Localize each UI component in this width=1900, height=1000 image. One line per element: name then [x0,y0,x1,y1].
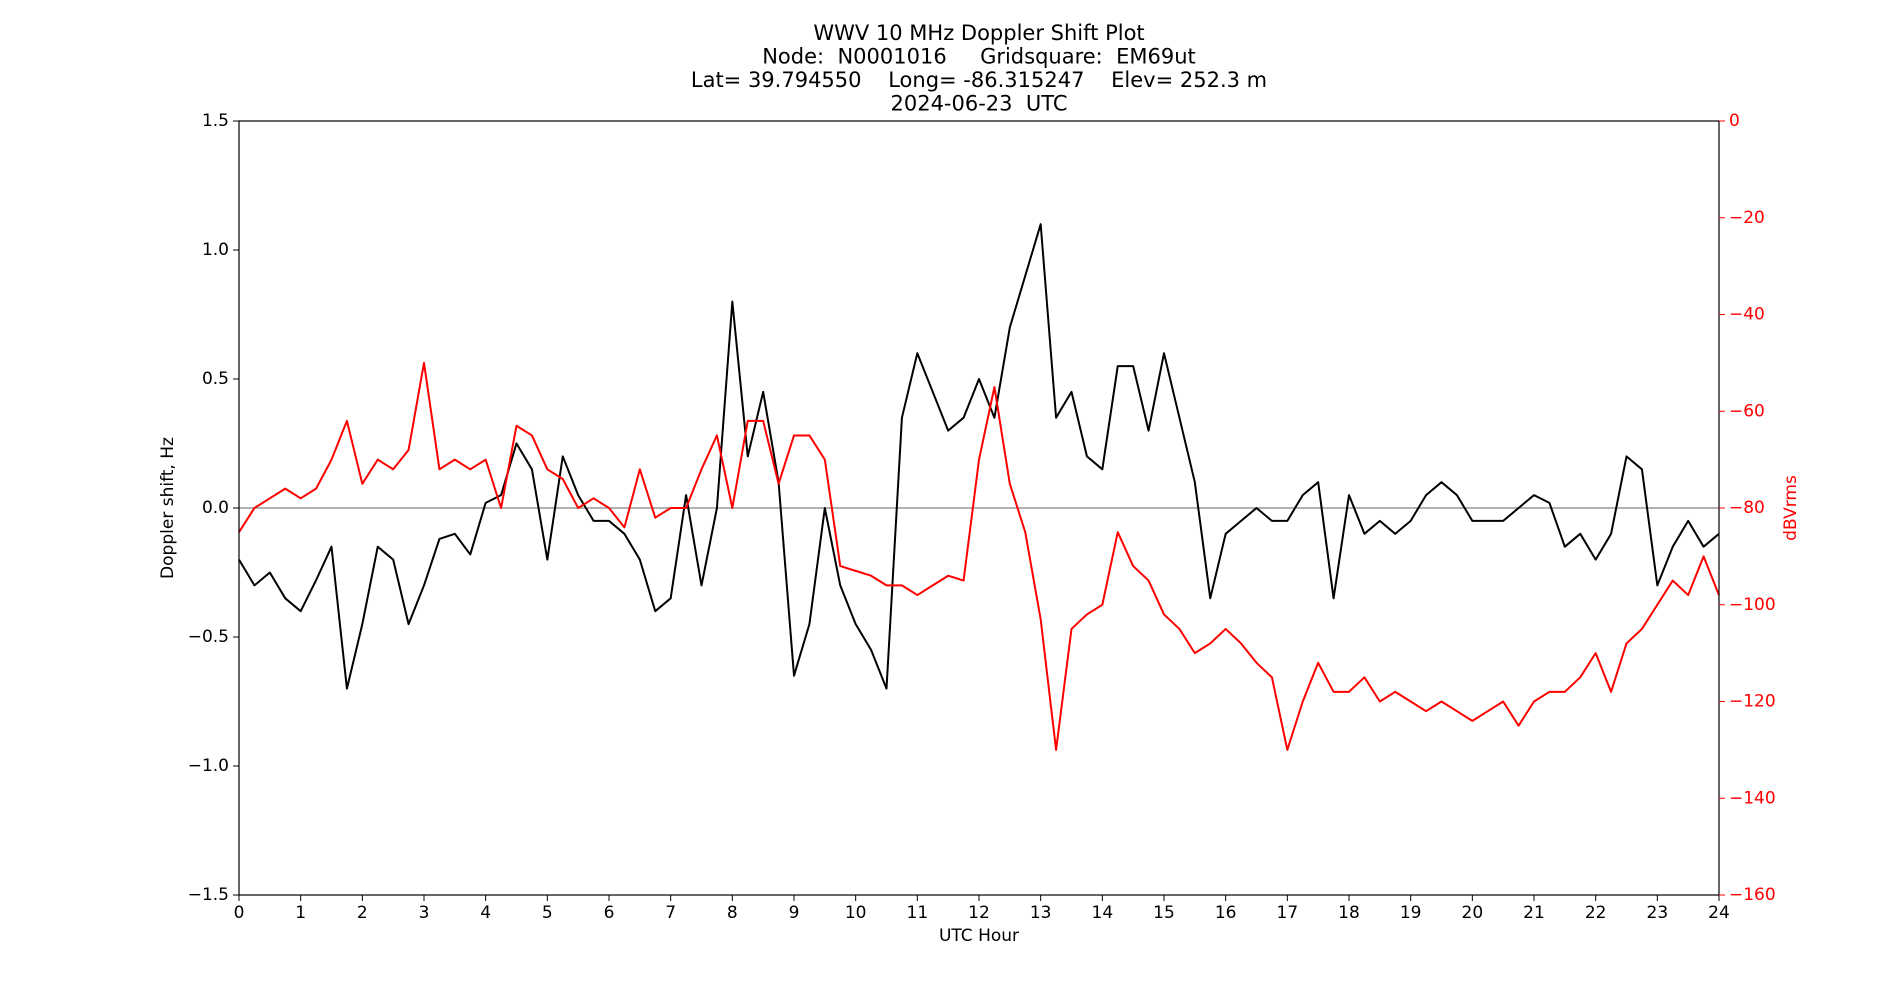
x-axis-label: UTC Hour [939,926,1019,946]
y-axis-label: Doppler shift, Hz [158,437,178,579]
y2-tick-label: −100 [1729,595,1776,615]
x-tick-label: 24 [1708,903,1730,923]
x-tick-label: 4 [480,903,491,923]
x-tick-label: 10 [845,903,867,923]
x-tick-label: 13 [1030,903,1052,923]
x-tick-label: 3 [419,903,430,923]
y2-tick-label: −20 [1729,208,1765,228]
y2-tick-label: −120 [1729,692,1776,712]
x-tick-label: 14 [1092,903,1114,923]
y2-tick-label: −40 [1729,305,1765,325]
x-tick-label: 9 [789,903,800,923]
x-tick-label: 21 [1523,903,1545,923]
chart-title: WWV 10 MHz Doppler Shift Plot [813,21,1144,45]
y-tick-label: −0.5 [188,627,229,647]
x-tick-label: 1 [295,903,306,923]
x-tick-label: 0 [234,903,245,923]
x-tick-label: 18 [1338,903,1360,923]
chart-title: Node: N0001016 Gridsquare: EM69ut [762,45,1196,69]
x-tick-label: 2 [357,903,368,923]
y-tick-label: 1.0 [202,240,229,260]
y-tick-label: −1.5 [188,885,229,905]
y2-tick-label: −60 [1729,401,1765,421]
x-tick-label: 8 [727,903,738,923]
x-tick-label: 7 [665,903,676,923]
y-tick-label: 0.0 [202,498,229,518]
y2-tick-label: 0 [1729,111,1740,131]
data-line [238,361,1720,751]
x-tick-label: 17 [1277,903,1299,923]
x-tick-label: 5 [542,903,553,923]
y-tick-label: 1.5 [202,111,229,131]
y2-tick-label: −140 [1729,788,1776,808]
x-tick-label: 19 [1400,903,1422,923]
x-tick-label: 12 [968,903,990,923]
y2-tick-label: −80 [1729,498,1765,518]
y2-tick-label: −160 [1729,885,1776,905]
y2-axis-label: dBVrms [1781,475,1801,541]
x-tick-label: 15 [1153,903,1175,923]
data-line [238,223,1720,690]
x-tick-label: 16 [1215,903,1237,923]
x-tick-label: 20 [1462,903,1484,923]
x-tick-label: 23 [1647,903,1669,923]
x-tick-label: 22 [1585,903,1607,923]
x-tick-label: 11 [907,903,929,923]
chart-title: 2024-06-23 UTC [890,92,1067,116]
x-tick-label: 6 [604,903,615,923]
y-tick-label: −1.0 [188,756,229,776]
y-tick-label: 0.5 [202,369,229,389]
chart-title: Lat= 39.794550 Long= -86.315247 Elev= 25… [691,68,1267,92]
